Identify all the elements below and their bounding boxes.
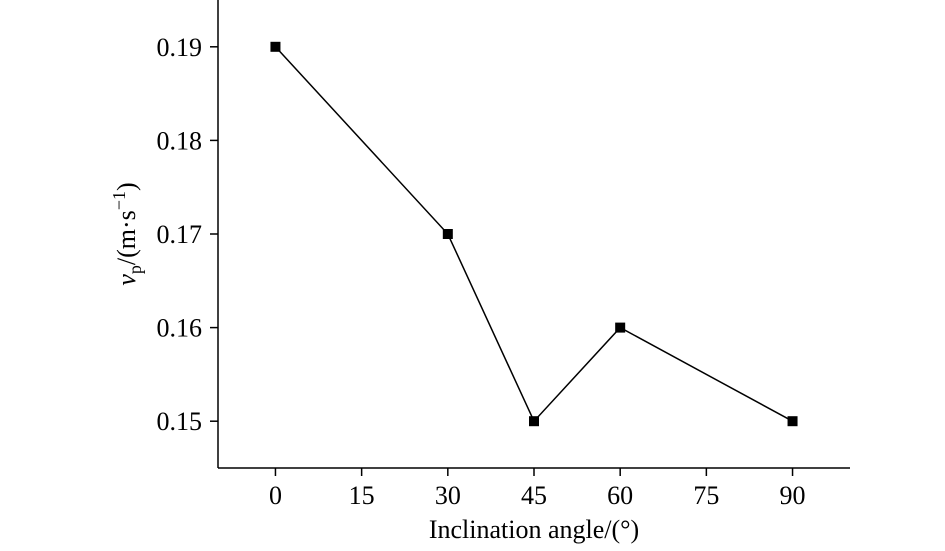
x-tick-label: 30: [435, 481, 461, 510]
data-point: [615, 322, 626, 333]
y-tick-label: 0.17: [157, 220, 203, 249]
x-tick-label: 90: [780, 481, 806, 510]
data-point: [270, 41, 281, 52]
y-tick-label: 0.19: [157, 33, 203, 62]
y-label-unit: /(m·s: [112, 210, 141, 265]
y-label-sup: −1: [109, 191, 129, 210]
y-label-close: ): [112, 182, 141, 191]
y-axis-label: vp/(m·s−1): [109, 182, 145, 285]
x-tick-label: 45: [521, 481, 547, 510]
x-tick-label: 75: [693, 481, 719, 510]
data-point: [529, 416, 539, 427]
x-tick-label: 60: [607, 481, 633, 510]
data-line: [274, 46, 793, 423]
y-tick-label: 0.16: [157, 314, 203, 343]
x-axis-label: Inclination angle/(°): [429, 515, 639, 544]
y-tick-label: 0.15: [157, 407, 203, 436]
x-tick-label: 15: [349, 481, 375, 510]
y-tick-label: 0.18: [157, 126, 203, 155]
x-tick-label: 0: [269, 481, 282, 510]
y-label-var: v: [112, 274, 141, 286]
data-point: [787, 416, 798, 427]
data-point: [442, 229, 453, 239]
y-label-sub: p: [125, 265, 145, 274]
